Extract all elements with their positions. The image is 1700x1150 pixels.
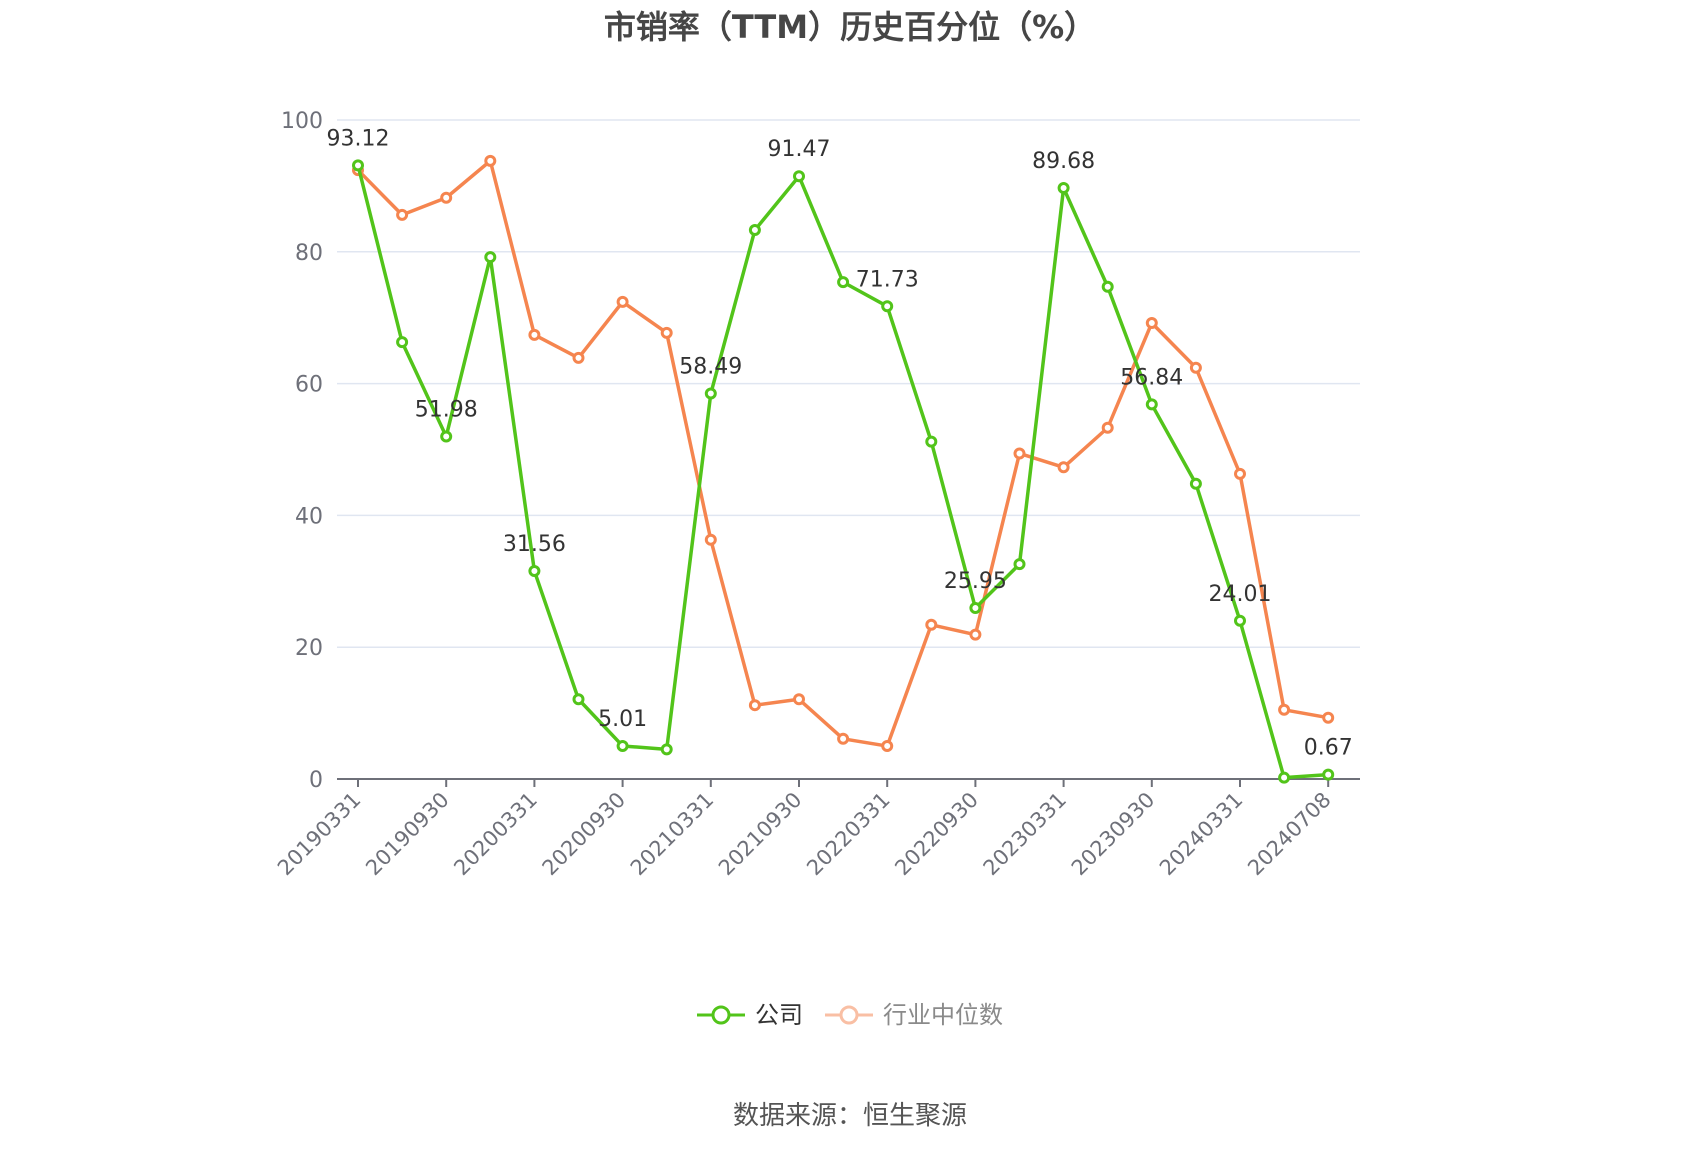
data-label: 25.95: [944, 569, 1007, 594]
data-label: 89.68: [1032, 149, 1095, 174]
legend-item-industry[interactable]: 行业中位数: [825, 1000, 1003, 1030]
legend-item-company[interactable]: 公司: [697, 1000, 803, 1030]
y-tick-label: 80: [295, 241, 323, 266]
industry-point[interactable]: [1057, 461, 1070, 474]
y-axis: 0 20 40 60 80 100: [281, 109, 323, 793]
data-label: 31.56: [503, 532, 566, 557]
data-label: 24.01: [1209, 582, 1272, 607]
industry-point[interactable]: [1234, 467, 1246, 480]
industry-point[interactable]: [484, 154, 497, 167]
legend-label-company: 公司: [755, 1001, 803, 1029]
industry-point[interactable]: [881, 740, 894, 753]
y-tick-label: 100: [281, 109, 323, 134]
series-company: [352, 159, 1335, 784]
x-tick-label: 20240331: [1155, 788, 1248, 881]
data-labels: 93.12 51.98 31.56 5.01 58.49 91.47 71.73 25.95 8…: [327, 126, 1353, 760]
x-tick-label: 20200331: [449, 788, 542, 881]
company-point[interactable]: [1189, 477, 1202, 490]
y-tick-label: 20: [295, 636, 323, 661]
industry-point[interactable]: [1189, 361, 1202, 374]
series-industry-median: [352, 154, 1335, 753]
industry-point[interactable]: [969, 628, 982, 641]
company-point[interactable]: [1145, 398, 1158, 411]
legend: 公司 行业中位数: [0, 1000, 1700, 1030]
x-tick-label: 20190331: [273, 788, 366, 881]
industry-point[interactable]: [1013, 447, 1026, 460]
x-tick-label: 20190930: [361, 788, 454, 881]
x-tick-label: 20220331: [802, 788, 895, 881]
data-label: 93.12: [327, 126, 390, 151]
x-tick-label: 20210930: [714, 788, 807, 881]
x-tick-label: 20230930: [1067, 788, 1160, 881]
industry-point[interactable]: [1145, 316, 1158, 329]
industry-point[interactable]: [837, 732, 850, 745]
company-point[interactable]: [969, 601, 982, 614]
y-tick-label: 60: [295, 373, 323, 398]
company-point[interactable]: [1278, 771, 1291, 784]
company-point[interactable]: [352, 159, 364, 172]
data-label: 0.67: [1304, 736, 1353, 761]
y-tick-label: 0: [309, 768, 323, 793]
legend-company-line-icon: [697, 1005, 745, 1025]
company-point[interactable]: [704, 387, 717, 400]
company-point[interactable]: [748, 224, 761, 237]
industry-point[interactable]: [925, 618, 938, 631]
company-point[interactable]: [440, 430, 453, 443]
x-tick-label: 20210331: [626, 788, 719, 881]
industry-point[interactable]: [1278, 703, 1291, 716]
data-source: 数据来源：恒生聚源: [732, 1101, 967, 1131]
industry-line: [356, 159, 1329, 748]
company-point[interactable]: [793, 170, 805, 183]
x-tick-label: 20220930: [890, 788, 983, 881]
industry-point[interactable]: [1101, 421, 1114, 434]
company-point[interactable]: [572, 693, 585, 706]
company-point[interactable]: [1234, 614, 1246, 627]
company-point[interactable]: [528, 565, 541, 578]
industry-point[interactable]: [396, 208, 409, 221]
industry-point[interactable]: [572, 351, 585, 364]
y-tick-label: 40: [295, 504, 323, 529]
data-label: 56.84: [1120, 365, 1183, 390]
industry-point[interactable]: [1322, 711, 1335, 724]
company-point[interactable]: [1101, 280, 1114, 293]
company-point[interactable]: [1013, 558, 1026, 571]
company-point[interactable]: [837, 276, 850, 289]
x-tick-label: 20240708: [1243, 788, 1336, 881]
company-point[interactable]: [1322, 768, 1335, 781]
company-line: [356, 164, 1329, 780]
company-point[interactable]: [660, 743, 673, 756]
industry-point[interactable]: [748, 699, 761, 712]
x-axis: 2019033120190930202003312020093020210331…: [273, 778, 1360, 881]
company-point[interactable]: [881, 300, 894, 313]
company-point[interactable]: [396, 336, 409, 349]
company-point[interactable]: [925, 435, 938, 448]
x-tick-label: 20200930: [538, 788, 631, 881]
chart-title: 市销率（TTM）历史百分位（%）: [603, 8, 1097, 46]
data-label: 58.49: [679, 355, 742, 380]
industry-point[interactable]: [793, 693, 805, 706]
legend-label-industry: 行业中位数: [883, 1001, 1003, 1029]
x-tick-label: 20230331: [979, 788, 1072, 881]
data-label: 71.73: [856, 267, 919, 292]
data-label: 91.47: [768, 137, 831, 162]
industry-point[interactable]: [440, 191, 453, 204]
data-label: 51.98: [415, 397, 478, 422]
company-point[interactable]: [1057, 182, 1070, 195]
industry-point[interactable]: [528, 328, 541, 341]
company-point[interactable]: [616, 739, 629, 752]
industry-point[interactable]: [616, 295, 629, 308]
industry-point[interactable]: [660, 326, 673, 339]
grid-lines: [337, 119, 1360, 648]
data-label: 5.01: [598, 707, 647, 732]
legend-industry-line-icon: [825, 1005, 873, 1025]
industry-point[interactable]: [704, 533, 717, 546]
company-point[interactable]: [484, 251, 497, 264]
